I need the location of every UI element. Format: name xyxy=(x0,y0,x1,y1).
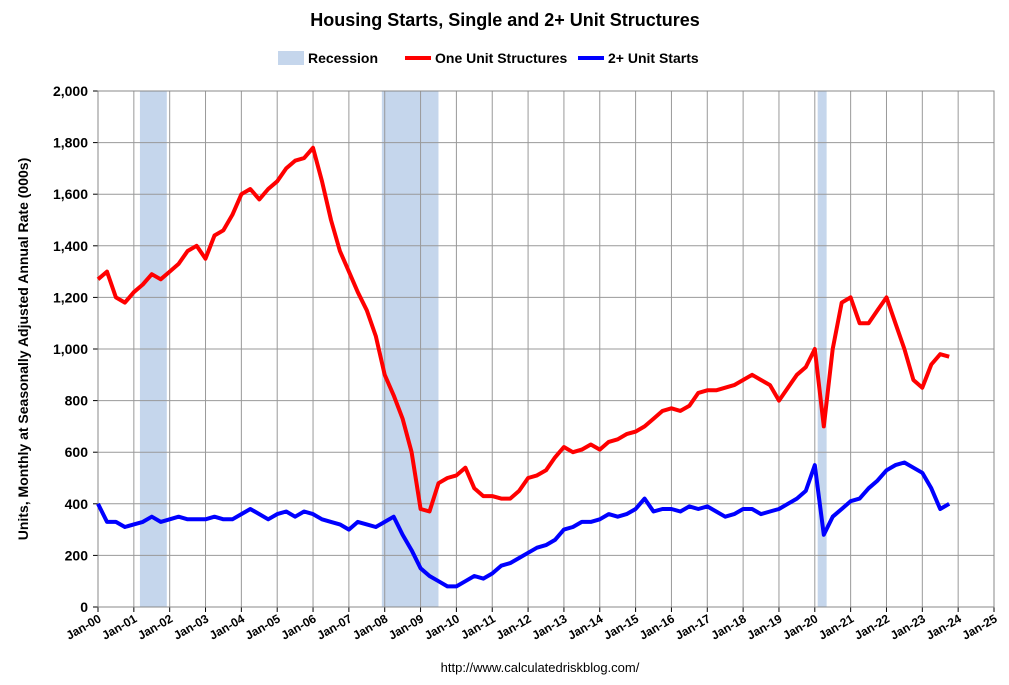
y-tick-label: 1,800 xyxy=(53,135,88,151)
x-tick-label: Jan-14 xyxy=(565,611,605,642)
x-tick-label: Jan-04 xyxy=(207,611,247,642)
legend-swatch xyxy=(278,51,304,65)
x-tick-label: Jan-25 xyxy=(960,611,1000,642)
y-tick-label: 800 xyxy=(65,393,89,409)
x-tick-label: Jan-05 xyxy=(243,611,283,642)
x-tick-label: Jan-00 xyxy=(64,611,104,642)
y-tick-label: 1,000 xyxy=(53,341,88,357)
x-tick-label: Jan-01 xyxy=(99,611,139,642)
x-tick-label: Jan-21 xyxy=(816,611,856,642)
y-tick-label: 0 xyxy=(80,599,88,615)
y-axis-label: Units, Monthly at Seasonally Adjusted An… xyxy=(15,158,31,540)
series-line xyxy=(96,460,951,589)
x-tick-label: Jan-07 xyxy=(314,611,354,642)
x-tick-label: Jan-09 xyxy=(386,611,426,642)
source: http://www.calculatedriskblog.com/ xyxy=(441,660,640,675)
x-tick-label: Jan-16 xyxy=(637,611,677,642)
y-tick-label: 200 xyxy=(65,547,89,563)
x-tick-label: Jan-13 xyxy=(529,611,569,642)
x-tick-label: Jan-18 xyxy=(709,611,749,642)
y-tick-label: 1,600 xyxy=(53,186,88,202)
x-tick-label: Jan-12 xyxy=(494,611,534,642)
chart-title: Housing Starts, Single and 2+ Unit Struc… xyxy=(310,10,700,30)
x-tick-label: Jan-08 xyxy=(350,611,390,642)
x-tick-label: Jan-20 xyxy=(780,611,820,642)
y-tick-label: 400 xyxy=(65,496,89,512)
legend-label: 2+ Unit Starts xyxy=(608,50,699,66)
y-tick-label: 600 xyxy=(65,444,89,460)
x-tick-label: Jan-23 xyxy=(888,611,928,642)
x-tick-label: Jan-15 xyxy=(601,611,641,642)
plot-border xyxy=(97,90,995,608)
y-tick-label: 2,000 xyxy=(53,83,88,99)
legend-label: One Unit Structures xyxy=(435,50,567,66)
series-line xyxy=(96,145,950,514)
x-tick-label: Jan-02 xyxy=(135,611,175,642)
x-tick-label: Jan-22 xyxy=(852,611,892,642)
x-tick-label: Jan-17 xyxy=(673,611,713,642)
x-tick-label: Jan-11 xyxy=(458,611,498,642)
y-tick-label: 1,400 xyxy=(53,238,88,254)
x-tick-label: Jan-03 xyxy=(171,611,211,642)
legend-label: Recession xyxy=(308,50,378,66)
x-tick-label: Jan-24 xyxy=(924,611,964,642)
x-tick-label: Jan-06 xyxy=(279,611,319,642)
y-tick-label: 1,200 xyxy=(53,289,88,305)
x-tick-label: Jan-19 xyxy=(745,611,785,642)
x-tick-label: Jan-10 xyxy=(422,611,462,642)
